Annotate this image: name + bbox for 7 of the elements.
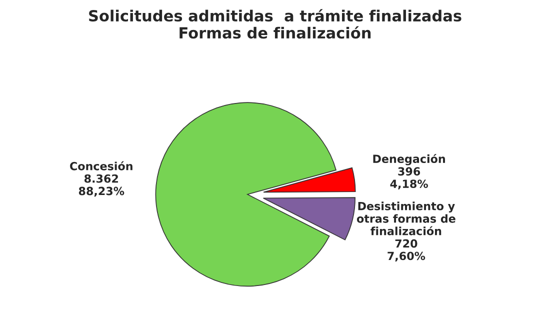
data-label: 8.362 88,23%: [78, 174, 124, 197]
slice-label: Denegación: [373, 154, 445, 166]
slice-label: Concesión: [70, 161, 132, 170]
chart-title: Solicitudes admitidas a trámite finalizadas Formas de finalización: [89, 9, 462, 39]
slice-label: Desistimiento y otras formas de finalización: [356, 202, 456, 236]
data-label: 720 7,60%: [388, 239, 426, 262]
data-label: 396 4,18%: [390, 167, 428, 190]
